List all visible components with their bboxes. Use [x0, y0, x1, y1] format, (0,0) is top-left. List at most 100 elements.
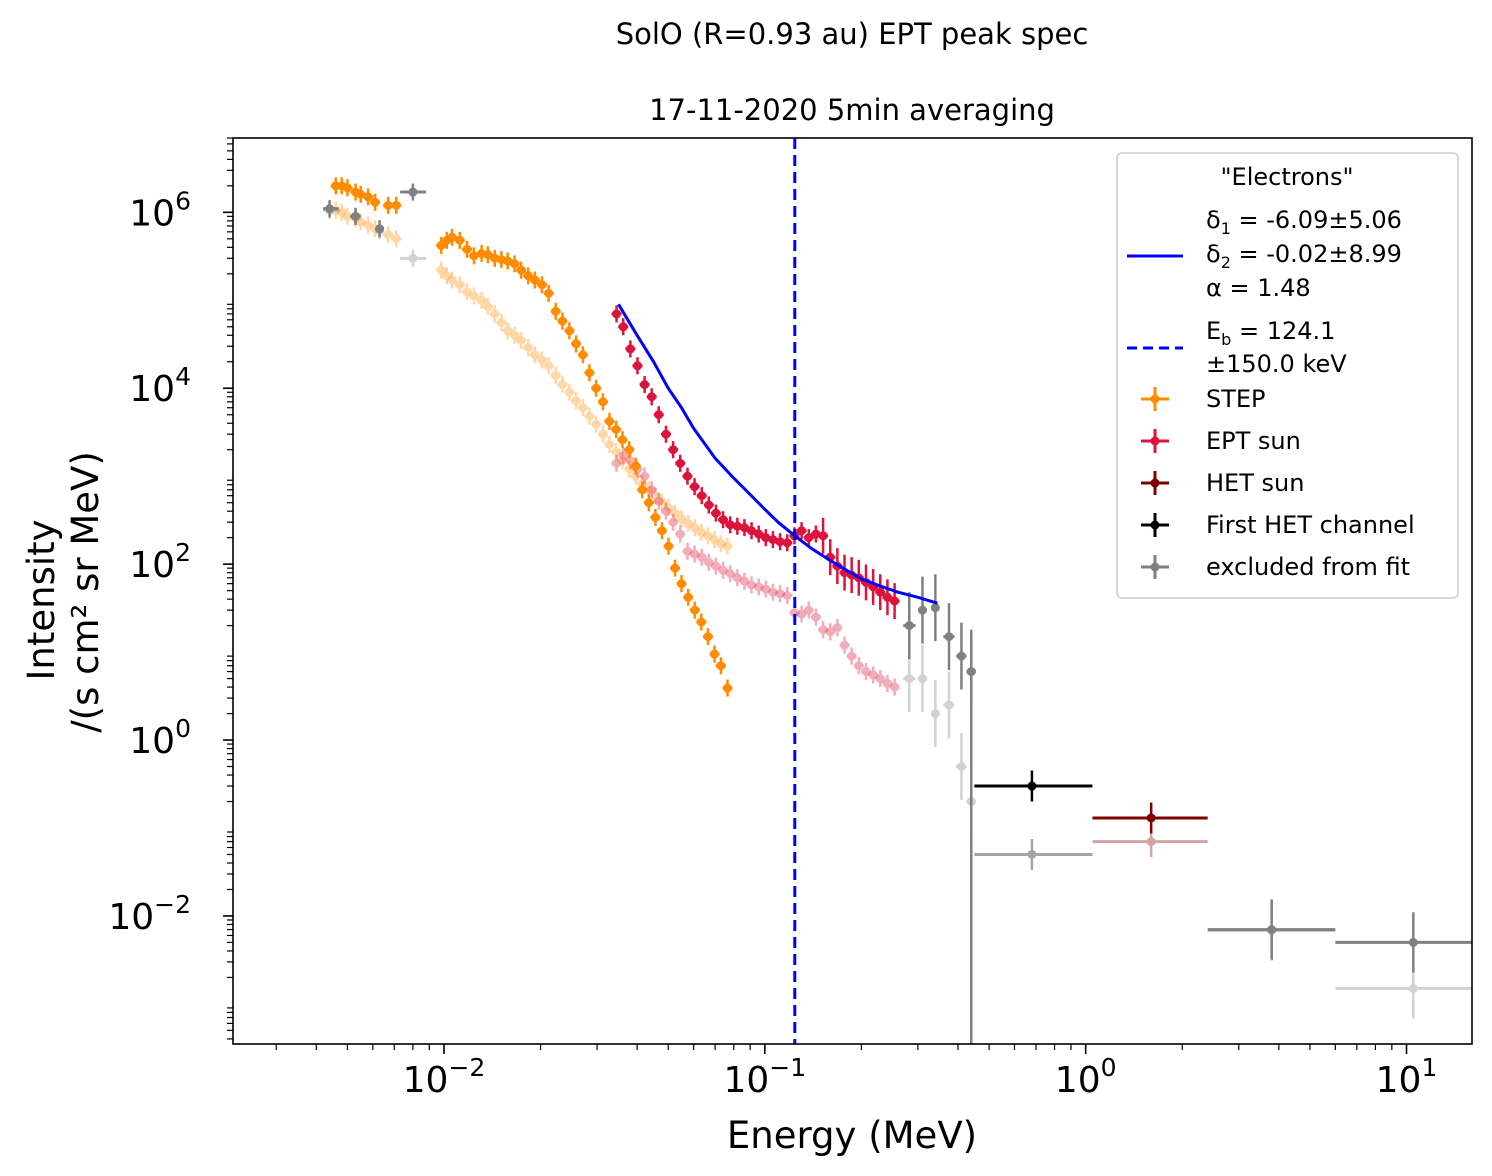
- ept-sun-ghost-point: [618, 447, 629, 465]
- ghost-layer: [323, 201, 1472, 1019]
- ept-sun-marker: [654, 496, 664, 506]
- step-ghost-point: [529, 346, 540, 364]
- ept-sun-marker: [690, 482, 700, 492]
- step-marker: [657, 497, 667, 507]
- step-marker: [578, 403, 588, 413]
- step-marker: [477, 295, 487, 305]
- step-point: [584, 364, 595, 382]
- step-point: [611, 420, 622, 438]
- step-ghost-point: [564, 383, 575, 401]
- step-marker: [696, 617, 706, 627]
- ept-sun-point: [739, 519, 750, 537]
- ept-sun-ghost-point: [611, 454, 622, 472]
- step-ghost-point: [482, 297, 493, 316]
- step-marker: [551, 306, 561, 316]
- step-ghost-point: [468, 287, 479, 305]
- step-ghost-point: [676, 510, 687, 528]
- ept-sun-marker: [739, 576, 749, 586]
- step-ghost-point: [611, 443, 622, 461]
- step-marker: [703, 531, 713, 541]
- legend-label: HET sun: [1206, 469, 1304, 497]
- excluded-from-fit-marker: [1408, 937, 1418, 947]
- legend-entry-step: STEP: [1141, 385, 1266, 413]
- x-tick-label: 10−2: [403, 1053, 486, 1101]
- ept-sun-marker: [782, 538, 792, 548]
- ept-sun-ghost-point: [767, 583, 778, 601]
- ept-sun-ghost-point: [668, 513, 679, 531]
- excluded-from-fit-marker: [956, 651, 966, 661]
- step-marker: [551, 370, 561, 380]
- step-marker: [690, 605, 700, 615]
- legend-label: First HET channel: [1206, 511, 1415, 539]
- step-point: [536, 276, 547, 294]
- step-ghost-point: [591, 415, 602, 433]
- legend-label: EPT sun: [1206, 427, 1301, 455]
- step-marker: [436, 265, 446, 275]
- ept-sun-ghost-point: [753, 578, 764, 596]
- excluded-from-fit-marker: [917, 605, 927, 615]
- step-marker: [722, 683, 732, 693]
- step-marker: [490, 309, 500, 319]
- excluded-from-fit-marker: [944, 700, 954, 710]
- legend-entry-first-het-channel: First HET channel: [1141, 511, 1415, 539]
- ept-sun-point: [818, 517, 829, 554]
- excluded-from-fit-marker: [944, 632, 954, 642]
- step-marker: [455, 235, 465, 245]
- ept-sun-marker: [632, 361, 642, 371]
- step-marker: [523, 271, 533, 281]
- ept-sun-marker: [704, 557, 714, 567]
- step-marker: [703, 632, 713, 642]
- step-marker: [469, 291, 479, 301]
- legend-header: "Electrons": [1220, 163, 1353, 191]
- ept-sun-ghost-point: [846, 647, 857, 665]
- ept-sun-ghost-point: [882, 674, 893, 692]
- ept-sun-marker: [612, 458, 622, 468]
- ept-sun-marker: [640, 380, 650, 390]
- step-marker: [637, 485, 647, 495]
- step-ghost-point: [462, 283, 473, 301]
- ept-sun-marker: [682, 471, 692, 481]
- y-tick-label: 106: [129, 186, 191, 234]
- ept-sun-ghost-point: [825, 623, 836, 641]
- step-marker: [716, 539, 726, 549]
- step-marker: [516, 265, 526, 275]
- step-point: [529, 271, 540, 289]
- ept-sun-ghost-point: [653, 492, 664, 510]
- step-ghost-point: [543, 357, 554, 375]
- step-marker: [342, 211, 352, 221]
- y-tick-label: 100: [129, 714, 191, 762]
- y-axis-label-line2: /(s cm² sr MeV): [64, 451, 107, 733]
- ept-sun-marker: [782, 590, 792, 600]
- step-point: [670, 559, 681, 577]
- step-ghost-point: [604, 435, 615, 453]
- first-het-channel-marker: [1027, 781, 1037, 791]
- legend-break-error: ±150.0 keV: [1206, 350, 1347, 378]
- step-ghost-point: [597, 425, 608, 443]
- step-point: [597, 393, 608, 411]
- ept-sun-marker: [612, 309, 622, 319]
- ept-sun-ghost-point: [775, 585, 786, 603]
- step-ghost-point: [670, 504, 681, 522]
- step-point: [604, 412, 615, 430]
- step-marker: [370, 197, 380, 207]
- ept-sun-point: [625, 340, 636, 358]
- legend-label: excluded from fit: [1206, 553, 1410, 581]
- y-tick-label: 10−2: [108, 890, 191, 938]
- step-marker: [604, 416, 614, 426]
- excluded-from-fit-point: [400, 183, 427, 201]
- step-point: [676, 575, 687, 593]
- ept-sun-ghost-point: [739, 572, 750, 590]
- step-ghost-point: [523, 339, 534, 357]
- legend-break-value: Eb = 124.1: [1206, 317, 1335, 349]
- step-marker: [530, 350, 540, 360]
- step-marker: [383, 229, 393, 239]
- step-marker: [571, 396, 581, 406]
- ept-sun-marker: [711, 508, 721, 518]
- step-marker: [716, 661, 726, 671]
- ept-sun-marker: [647, 485, 657, 495]
- legend-fit-alpha: α = 1.48: [1206, 274, 1311, 302]
- ept-sun-marker: [697, 552, 707, 562]
- step-ghost-point: [509, 326, 520, 344]
- step-point: [391, 196, 402, 214]
